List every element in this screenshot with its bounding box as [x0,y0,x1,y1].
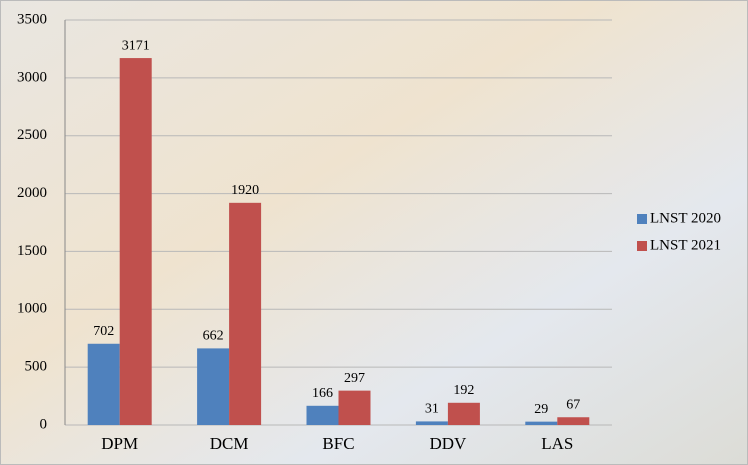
bar [338,390,371,425]
bar [87,343,120,425]
y-tick-label: 1500 [17,243,47,259]
legend-label: LNST 2021 [650,237,721,253]
y-tick-label: 2000 [17,185,47,201]
data-label: 662 [203,329,224,344]
data-label: 166 [312,386,333,401]
legend-label: LNST 2020 [650,210,721,226]
y-tick-label: 2500 [17,127,47,143]
bar [119,58,152,425]
legend-swatch [637,214,647,224]
bar [415,421,448,425]
bar [447,402,480,425]
y-tick-label: 500 [25,359,48,375]
x-tick-label: BFC [322,434,354,453]
legend-swatch [637,241,647,251]
data-label: 297 [344,371,365,386]
bar [229,202,262,425]
bar [557,417,590,425]
y-tick-label: 3000 [17,69,47,85]
bar [525,421,558,425]
data-label: 702 [93,324,114,339]
x-tick-label: LAS [541,434,573,453]
data-label: 31 [425,402,439,417]
y-tick-label: 1000 [17,301,47,317]
data-label: 3171 [122,38,150,53]
bar [197,348,230,425]
y-tick-label: 0 [40,416,48,432]
data-label: 1920 [231,183,259,198]
data-label: 192 [453,383,474,398]
x-tick-label: DDV [429,434,467,453]
data-label: 29 [534,402,548,417]
data-label: 67 [566,397,580,412]
x-tick-label: DCM [210,434,249,453]
x-tick-label: DPM [101,434,138,453]
bar [306,405,339,425]
y-tick-label: 3500 [17,11,47,27]
